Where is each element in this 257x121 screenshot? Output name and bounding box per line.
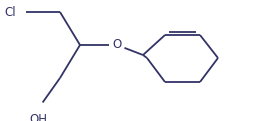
Text: Cl: Cl [4, 5, 16, 19]
Text: OH: OH [29, 113, 47, 121]
Text: O: O [112, 38, 122, 52]
